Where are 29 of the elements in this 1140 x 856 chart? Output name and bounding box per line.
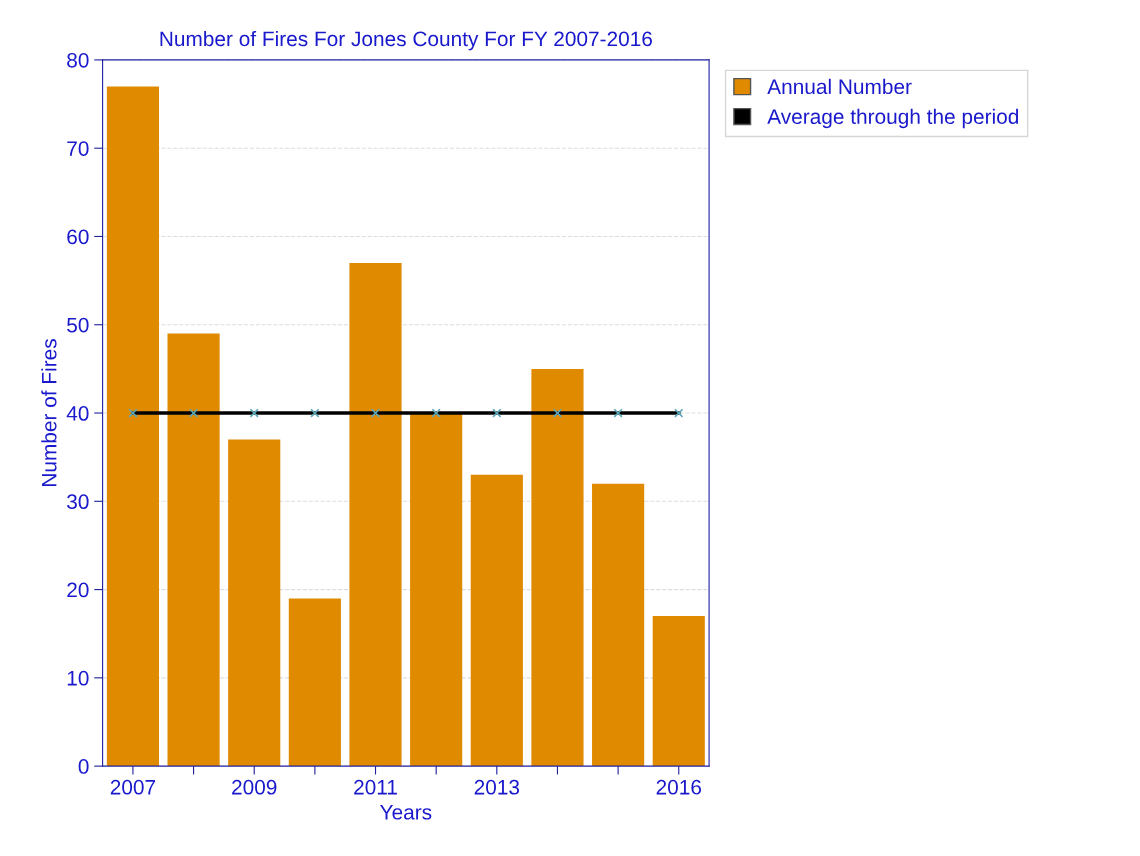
x-tick-label: 2009 bbox=[232, 779, 277, 795]
x-tick-label: 2016 bbox=[656, 779, 702, 795]
y-axis-title: Number of Fires bbox=[41, 339, 57, 486]
bar bbox=[470, 474, 523, 767]
y-tick-label: 10 bbox=[67, 670, 89, 686]
y-tick-label: 60 bbox=[67, 229, 89, 245]
bar bbox=[652, 616, 705, 767]
legend-label: Average through the period bbox=[767, 108, 1019, 129]
y-tick-label: 70 bbox=[67, 141, 89, 156]
y-tick-label: 20 bbox=[67, 582, 89, 598]
x-tick-label: 2011 bbox=[354, 779, 397, 795]
bar bbox=[410, 413, 463, 767]
y-tick-label: 0 bbox=[78, 759, 89, 774]
y-tick-label: 80 bbox=[67, 52, 89, 68]
chart-title: Number of Fires For Jones County For FY 2007-2016 bbox=[160, 30, 652, 51]
bar bbox=[592, 483, 645, 767]
bar bbox=[106, 86, 159, 767]
x-tick-label: 2013 bbox=[474, 779, 520, 795]
x-axis-title: Years bbox=[380, 805, 432, 820]
bar bbox=[288, 598, 341, 767]
bar bbox=[228, 439, 281, 767]
y-tick-label: 30 bbox=[67, 494, 89, 510]
y-tick-label: 50 bbox=[67, 317, 89, 333]
x-tick-label: 2007 bbox=[110, 779, 156, 795]
legend-label: Annual Number bbox=[767, 78, 912, 95]
bar bbox=[167, 333, 220, 767]
bar bbox=[531, 368, 584, 767]
y-tick-label: 40 bbox=[66, 406, 89, 421]
bar bbox=[349, 262, 402, 767]
